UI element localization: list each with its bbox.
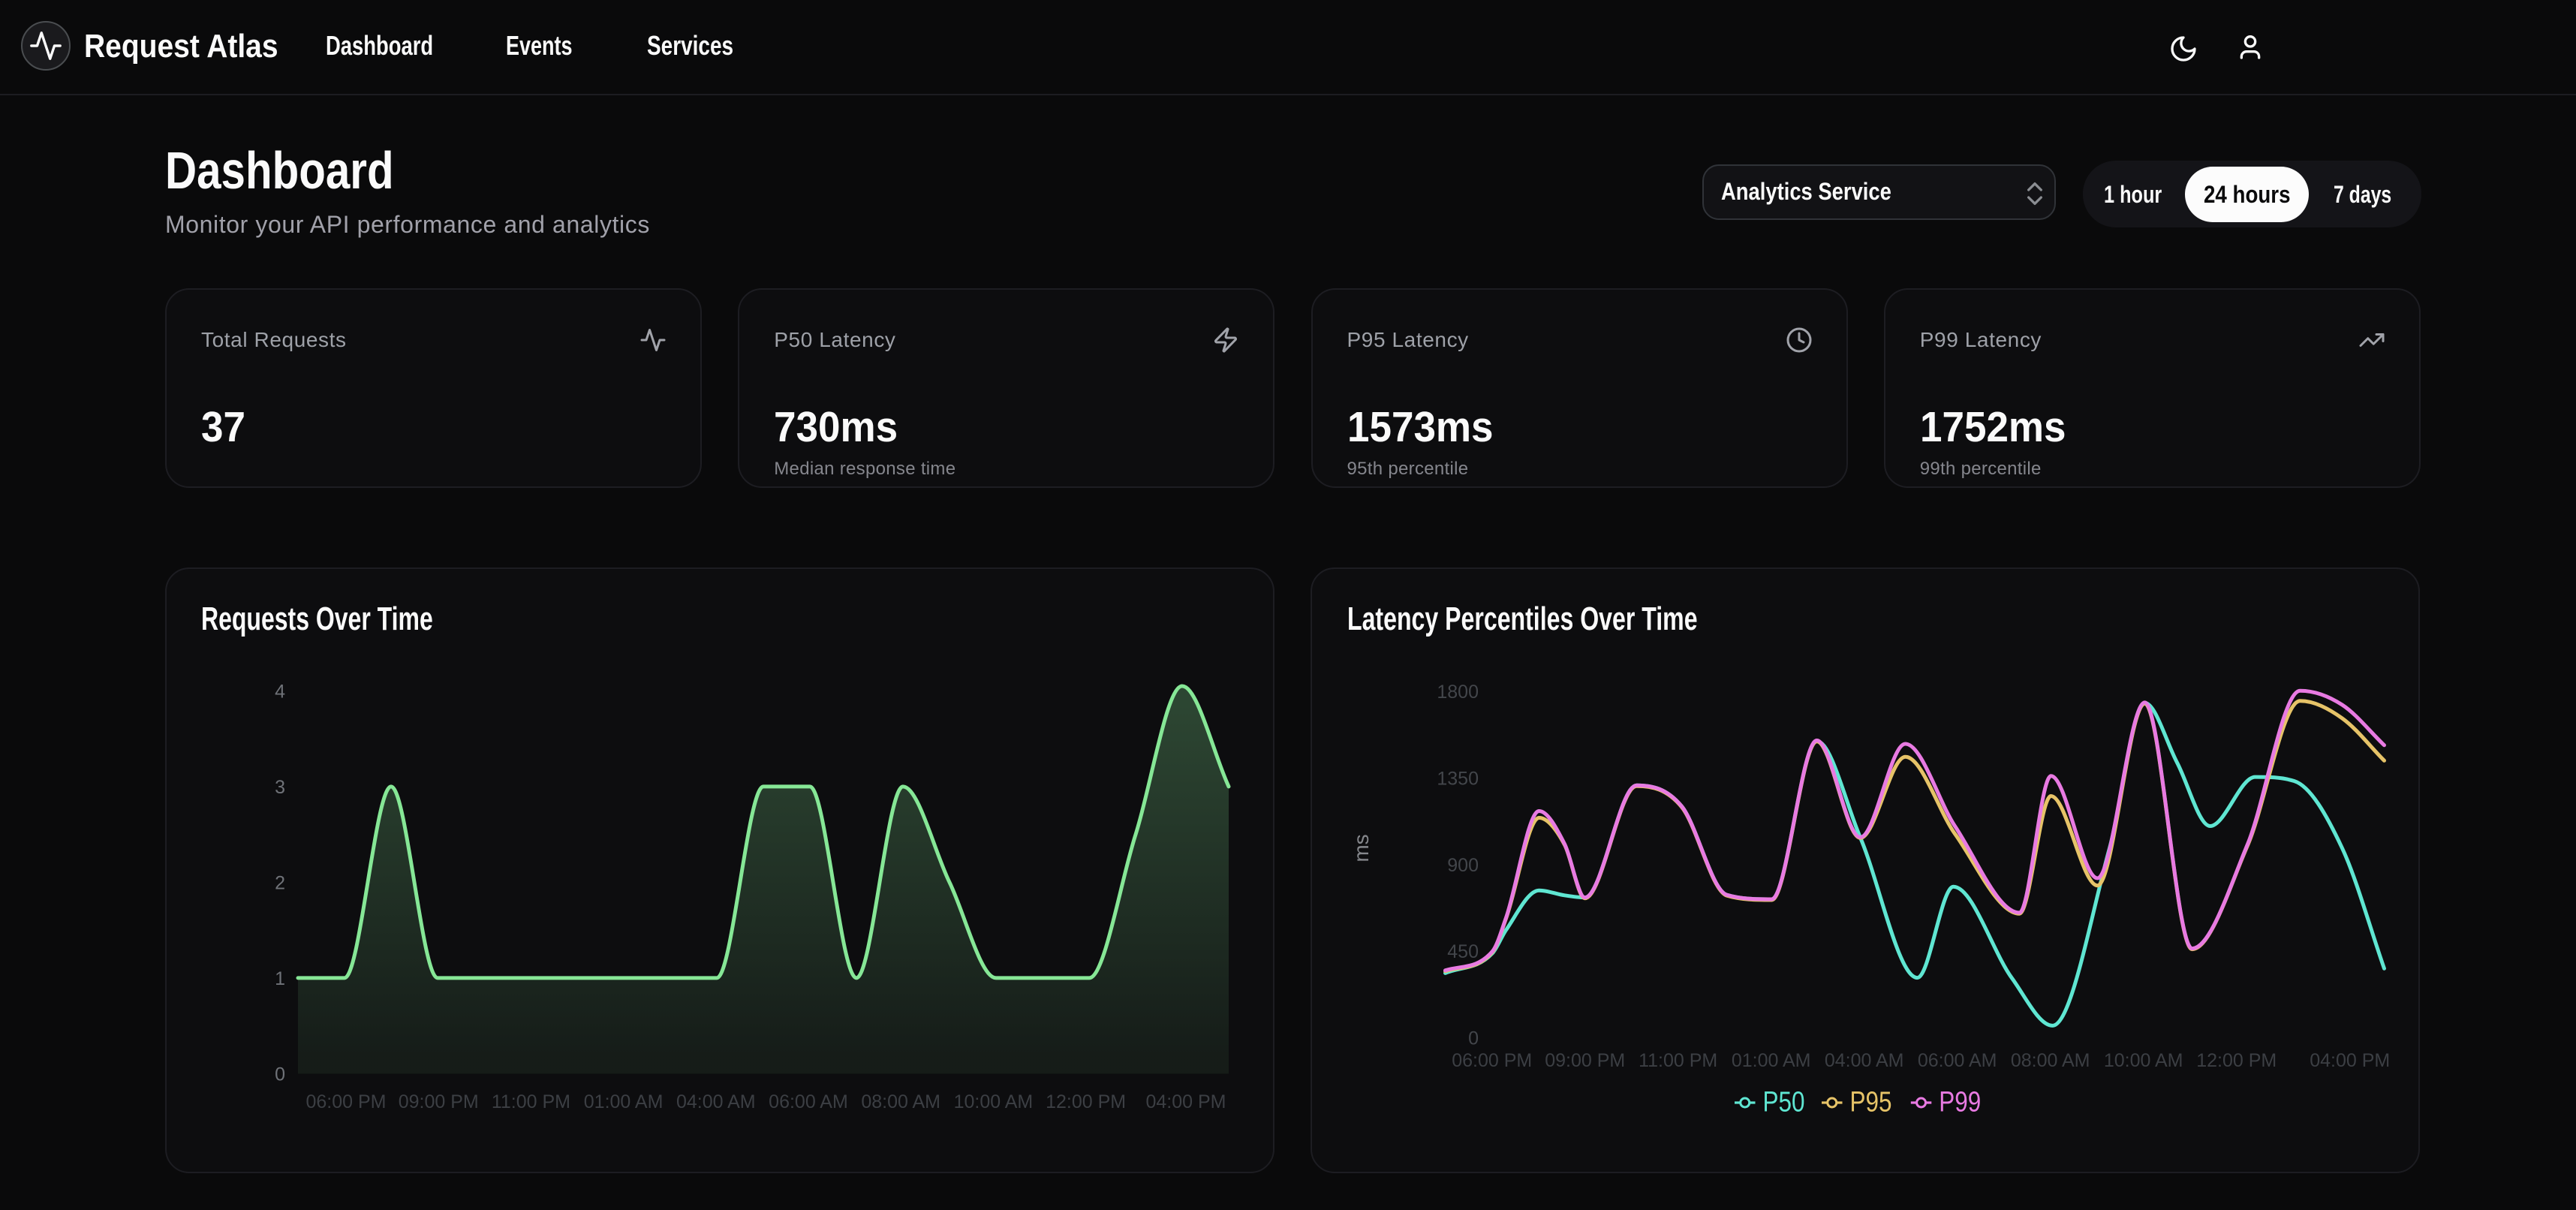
svg-text:0: 0: [275, 1064, 285, 1085]
svg-text:3: 3: [275, 777, 285, 798]
svg-text:01:00 AM: 01:00 AM: [584, 1091, 664, 1112]
svg-text:04:00 PM: 04:00 PM: [2310, 1050, 2390, 1071]
svg-text:1350: 1350: [1437, 768, 1479, 789]
svg-text:450: 450: [1447, 941, 1479, 962]
svg-text:09:00 PM: 09:00 PM: [399, 1091, 479, 1112]
svg-text:06:00 AM: 06:00 AM: [769, 1091, 848, 1112]
svg-text:0: 0: [1468, 1028, 1479, 1049]
svg-text:06:00 PM: 06:00 PM: [305, 1091, 386, 1112]
svg-text:1: 1: [275, 968, 285, 989]
svg-text:1800: 1800: [1437, 682, 1479, 703]
svg-text:08:00 AM: 08:00 AM: [861, 1091, 940, 1112]
svg-text:01:00 AM: 01:00 AM: [1731, 1050, 1810, 1071]
svg-text:11:00 PM: 11:00 PM: [1639, 1050, 1717, 1071]
svg-text:2: 2: [275, 872, 285, 893]
svg-text:900: 900: [1447, 855, 1479, 876]
svg-text:12:00 PM: 12:00 PM: [1046, 1091, 1126, 1112]
svg-text:06:00 PM: 06:00 PM: [1452, 1050, 1532, 1071]
svg-text:P99: P99: [1939, 1087, 1981, 1118]
svg-text:12:00 PM: 12:00 PM: [2196, 1050, 2277, 1071]
svg-text:04:00 PM: 04:00 PM: [1145, 1091, 1226, 1112]
svg-text:04:00 AM: 04:00 AM: [1824, 1050, 1903, 1071]
svg-text:P50: P50: [1762, 1087, 1804, 1118]
svg-text:10:00 AM: 10:00 AM: [2103, 1050, 2183, 1071]
svg-text:08:00 AM: 08:00 AM: [2010, 1050, 2090, 1071]
svg-text:ms: ms: [1350, 834, 1373, 862]
svg-text:10:00 AM: 10:00 AM: [954, 1091, 1034, 1112]
svg-text:04:00 AM: 04:00 AM: [676, 1091, 756, 1112]
svg-text:09:00 PM: 09:00 PM: [1545, 1050, 1625, 1071]
svg-text:06:00 AM: 06:00 AM: [1917, 1050, 1997, 1071]
svg-text:P95: P95: [1849, 1087, 1891, 1118]
svg-text:11:00 PM: 11:00 PM: [492, 1091, 570, 1112]
svg-text:4: 4: [275, 681, 285, 702]
